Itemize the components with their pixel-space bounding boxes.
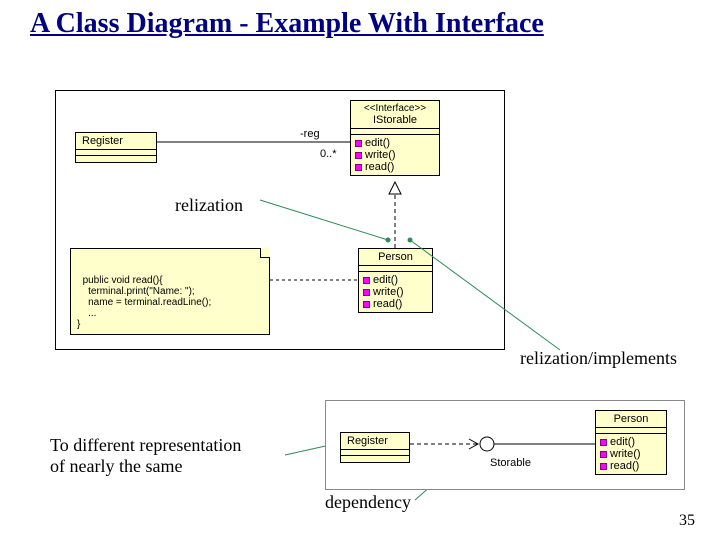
- bullet-icon: [363, 289, 370, 296]
- uml-istorable: <<Interface>> IStorable edit() write() r…: [350, 100, 440, 176]
- relization-implements-label: relization/implements: [520, 348, 677, 369]
- uml-person: Person edit() write() read(): [358, 248, 433, 313]
- note-fold-icon: [260, 248, 270, 258]
- assoc-mult: 0..*: [320, 148, 337, 160]
- uml2-person-name: Person: [596, 411, 666, 428]
- uml-register-name: Register: [76, 133, 156, 150]
- uml-op: write(): [600, 448, 662, 460]
- dependency-label: dependency: [325, 492, 411, 513]
- uml-register: Register: [75, 132, 157, 163]
- uml-istorable-header: <<Interface>> IStorable: [351, 101, 439, 129]
- uml-op: write(): [363, 286, 428, 298]
- uml2-register-name: Register: [341, 433, 409, 450]
- bullet-icon: [355, 164, 362, 171]
- uml-register-ops: [76, 156, 156, 162]
- bullet-icon: [363, 301, 370, 308]
- page-number: 35: [679, 512, 695, 530]
- uml-person-name: Person: [359, 249, 432, 266]
- bullet-icon: [355, 140, 362, 147]
- bullet-icon: [600, 451, 607, 458]
- uml2-storable-label: Storable: [490, 457, 531, 469]
- bullet-icon: [363, 277, 370, 284]
- uml-istorable-stereo: <<Interface>>: [357, 103, 433, 114]
- uml-op: write(): [355, 149, 435, 161]
- page-title: A Class Diagram - Example With Interface: [30, 8, 544, 40]
- uml2-person-ops: edit() write() read(): [596, 434, 666, 474]
- relization-label: relization: [175, 195, 243, 216]
- uml-op: read(): [355, 161, 435, 173]
- different-repr-label: To different representation of nearly th…: [50, 435, 241, 477]
- uml-person-ops: edit() write() read(): [359, 272, 432, 312]
- uml-op: edit(): [363, 274, 428, 286]
- bullet-icon: [600, 463, 607, 470]
- uml-note: public void read(){ terminal.print("Name…: [70, 248, 270, 335]
- uml2-register: Register: [340, 432, 410, 463]
- uml-op: edit(): [355, 137, 435, 149]
- uml-istorable-ops: edit() write() read(): [351, 135, 439, 175]
- uml-istorable-name: IStorable: [357, 114, 433, 126]
- bullet-icon: [355, 152, 362, 159]
- uml2-person: Person edit() write() read(): [595, 410, 667, 475]
- bullet-icon: [600, 439, 607, 446]
- assoc-role: -reg: [300, 128, 320, 140]
- uml-op: read(): [600, 460, 662, 472]
- uml-op: edit(): [600, 436, 662, 448]
- uml-op: read(): [363, 298, 428, 310]
- uml2-register-ops: [341, 456, 409, 462]
- uml-note-text: public void read(){ terminal.print("Name…: [77, 275, 211, 330]
